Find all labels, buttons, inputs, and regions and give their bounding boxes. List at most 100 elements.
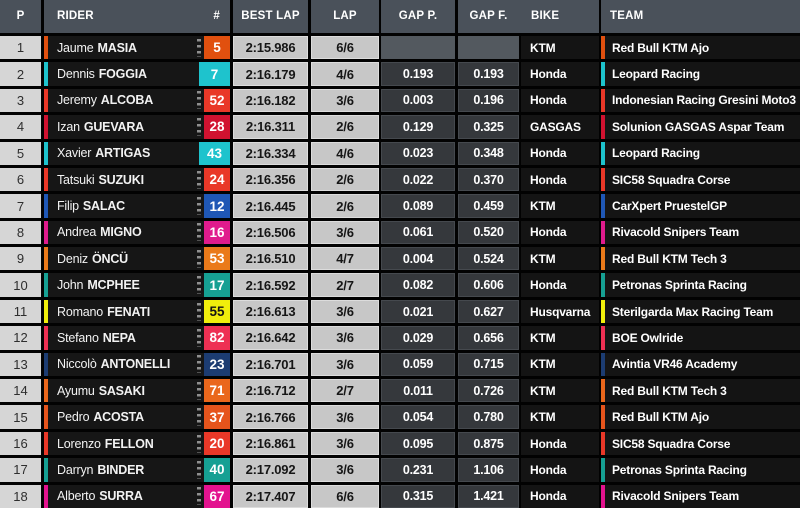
rider-name: Ayumu SASAKI — [48, 379, 197, 402]
table-row[interactable]: 18 Alberto SURRA 67 2:17.407 6/6 0.315 1… — [0, 484, 800, 508]
gap-first-value: 1.106 — [473, 462, 504, 477]
best-lap-value: 2:16.510 — [245, 251, 296, 267]
position-cell: 16 — [0, 431, 41, 456]
header-gap-previous-label: GAP P. — [398, 10, 438, 23]
bike-value: KTM — [530, 383, 556, 398]
rider-color-bar — [44, 141, 48, 165]
bike-cell: KTM — [521, 405, 599, 429]
team-name: Avintia VR46 Academy — [612, 357, 738, 372]
team-cell: Red Bull KTM Ajo — [601, 35, 800, 60]
gap-previous-cell: 0.029 — [381, 326, 455, 350]
gap-first-cell: 0.875 — [458, 431, 519, 456]
lap-value: 2/6 — [336, 119, 354, 135]
team-cell: Petronas Sprinta Racing — [601, 458, 800, 482]
position-value: 14 — [13, 383, 28, 399]
bike-cell: GASGAS — [521, 115, 599, 139]
best-lap-cell: 2:16.356 — [233, 167, 308, 192]
dashed-marker-icon — [197, 328, 201, 347]
gap-previous-cell: 0.231 — [381, 458, 455, 482]
rider-cell: Pedro ACOSTA 37 — [44, 405, 230, 429]
table-row[interactable]: 6 Tatsuki SUZUKI 24 2:16.356 2/6 0.022 0… — [0, 167, 800, 192]
team-color-bar — [601, 220, 605, 245]
position-value: 8 — [16, 224, 25, 240]
table-row[interactable]: 4 Izan GUEVARA 28 2:16.311 2/6 0.129 0.3… — [0, 115, 800, 139]
table-row[interactable]: 14 Ayumu SASAKI 71 2:16.712 2/7 0.011 0.… — [0, 379, 800, 403]
dashed-marker-icon — [197, 460, 201, 479]
bike-value: Honda — [530, 436, 567, 451]
dashed-marker-icon — [197, 117, 201, 136]
bike-value: Honda — [530, 67, 567, 82]
rider-first-name: Romano — [57, 304, 104, 319]
table-row[interactable]: 8 Andrea MIGNO 16 2:16.506 3/6 0.061 0.5… — [0, 220, 800, 245]
gap-previous-value: 0.082 — [402, 278, 434, 293]
gap-first-cell: 0.196 — [458, 88, 519, 113]
position-cell: 15 — [0, 405, 41, 429]
gap-previous-cell: 0.054 — [381, 405, 455, 429]
gap-first-cell: 0.193 — [458, 62, 519, 86]
rider-color-bar — [44, 115, 48, 139]
lap-value: 4/7 — [336, 251, 354, 267]
table-row[interactable]: 12 Stefano NEPA 82 2:16.642 3/6 0.029 0.… — [0, 326, 800, 350]
best-lap-value: 2:16.182 — [245, 92, 296, 108]
table-row[interactable]: 7 Filip SALAC 12 2:16.445 2/6 0.089 0.45… — [0, 194, 800, 218]
position-cell: 18 — [0, 484, 41, 508]
position-cell: 8 — [0, 220, 41, 245]
team-color-bar — [601, 247, 605, 271]
gap-first-cell: 0.459 — [458, 194, 519, 218]
bike-cell: Honda — [521, 458, 599, 482]
table-row[interactable]: 11 Romano FENATI 55 2:16.613 3/6 0.021 0… — [0, 299, 800, 324]
table-row[interactable]: 10 John MCPHEE 17 2:16.592 2/7 0.082 0.6… — [0, 273, 800, 297]
table-row[interactable]: 16 Lorenzo FELLON 20 2:16.861 3/6 0.095 … — [0, 431, 800, 456]
gap-first-value: 0.325 — [473, 119, 504, 134]
bike-value: Husqvarna — [530, 304, 591, 319]
gap-first-value: 0.606 — [473, 278, 504, 293]
best-lap-cell: 2:16.334 — [233, 141, 308, 165]
rider-first-name: Andrea — [57, 225, 97, 240]
rider-first-name: Jaume — [57, 40, 94, 55]
bike-cell: KTM — [521, 35, 599, 60]
best-lap-cell: 2:16.701 — [233, 352, 308, 377]
gap-first-cell: 0.726 — [458, 379, 519, 403]
rider-number-badge: 17 — [204, 273, 230, 297]
position-cell: 3 — [0, 88, 41, 113]
rider-name: Niccolò ANTONELLI — [48, 353, 197, 376]
gap-first-cell: 0.606 — [458, 273, 519, 297]
gap-previous-cell: 0.011 — [381, 379, 455, 403]
header-number-label: # — [213, 10, 220, 23]
rider-first-name: Dennis — [57, 67, 95, 82]
bike-cell: KTM — [521, 326, 599, 350]
table-row[interactable]: 5 Xavier ARTIGAS 43 2:16.334 4/6 0.023 0… — [0, 141, 800, 165]
rider-number-badge: 40 — [204, 458, 230, 482]
lap-cell: 6/6 — [311, 35, 379, 60]
table-row[interactable]: 3 Jeremy ALCOBA 52 2:16.182 3/6 0.003 0.… — [0, 88, 800, 113]
rider-first-name: Ayumu — [57, 383, 95, 398]
table-row[interactable]: 9 Deniz ÖNCÜ 53 2:16.510 4/7 0.004 0.524… — [0, 247, 800, 271]
gap-previous-value: 0.054 — [402, 410, 434, 425]
dashed-marker-icon — [197, 197, 201, 215]
team-cell: Leopard Racing — [601, 141, 800, 165]
header-best-lap-label: BEST LAP — [241, 10, 300, 23]
team-cell: Solunion GASGAS Aspar Team — [601, 115, 800, 139]
rider-number-badge: 82 — [204, 326, 230, 350]
lap-value: 4/6 — [336, 145, 354, 161]
best-lap-value: 2:16.861 — [245, 436, 296, 452]
rider-number-badge: 53 — [204, 247, 230, 271]
rider-cell: Lorenzo FELLON 20 — [44, 431, 230, 456]
table-row[interactable]: 17 Darryn BINDER 40 2:17.092 3/6 0.231 1… — [0, 458, 800, 482]
table-row[interactable]: 15 Pedro ACOSTA 37 2:16.766 3/6 0.054 0.… — [0, 405, 800, 429]
team-color-bar — [601, 299, 605, 324]
lap-value: 2/6 — [336, 172, 354, 188]
gap-previous-cell: 0.021 — [381, 299, 455, 324]
best-lap-cell: 2:16.766 — [233, 405, 308, 429]
gap-previous-value: 0.021 — [402, 304, 434, 319]
rider-number-badge: 67 — [204, 484, 230, 508]
rider-last-name: FOGGIA — [98, 67, 147, 82]
position-cell: 2 — [0, 62, 41, 86]
table-row[interactable]: 2 Dennis FOGGIA 7 2:16.179 4/6 0.193 0.1… — [0, 62, 800, 86]
team-color-bar — [601, 141, 605, 165]
rider-cell: Romano FENATI 55 — [44, 299, 230, 324]
bike-value: Honda — [530, 225, 567, 240]
table-row[interactable]: 1 Jaume MASIA 5 2:15.986 6/6 KTM Re — [0, 35, 800, 60]
rider-color-bar — [44, 88, 48, 113]
table-row[interactable]: 13 Niccolò ANTONELLI 23 2:16.701 3/6 0.0… — [0, 352, 800, 377]
